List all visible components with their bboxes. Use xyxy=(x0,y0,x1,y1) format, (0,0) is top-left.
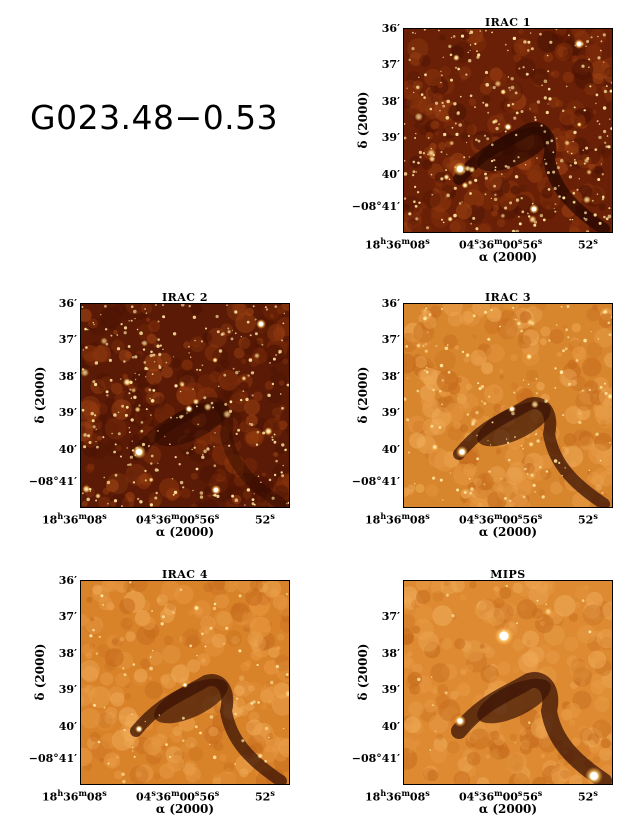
y-tick-label: 40′ xyxy=(58,720,77,733)
y-tick-label: 37′ xyxy=(58,333,77,346)
x-tick-label: 18h36m08s xyxy=(42,511,107,527)
y-axis-label: δ (2000) xyxy=(356,91,370,149)
panel-mips: MIPS 37′ 38′ 39′ 40′ −08°41′ δ (2000) 18h36m08s… xyxy=(352,568,613,825)
y-tick-label: 37′ xyxy=(58,610,77,623)
y-tick-label: −08°41′ xyxy=(351,475,400,488)
x-tick-label: 18h36m08s xyxy=(365,788,430,804)
sky-image xyxy=(403,303,613,508)
x-tick-label: 18h36m08s xyxy=(42,788,107,804)
x-tick-label: 04s36m00s56s xyxy=(136,788,220,804)
x-tick-label: 18h36m08s xyxy=(365,511,430,527)
sky-image xyxy=(80,303,290,508)
y-tick-label: −08°41′ xyxy=(351,752,400,765)
y-tick-label: 37′ xyxy=(381,610,400,623)
x-tick-label: 04s36m00s56s xyxy=(136,511,220,527)
x-axis-label: α (2000) xyxy=(155,525,215,539)
y-tick-label: 38′ xyxy=(381,95,400,108)
y-tick-label: 36′ xyxy=(58,297,77,310)
y-tick-label: 39′ xyxy=(381,406,400,419)
y-tick-label: 39′ xyxy=(381,131,400,144)
y-tick-label: 38′ xyxy=(58,370,77,383)
x-axis-label: α (2000) xyxy=(478,250,538,264)
x-axis-label: α (2000) xyxy=(155,802,215,816)
y-axis-label: δ (2000) xyxy=(356,366,370,424)
y-tick-label: 38′ xyxy=(58,647,77,660)
panel-title: IRAC 2 xyxy=(161,291,209,304)
y-tick-label: 38′ xyxy=(381,370,400,383)
x-tick-label: 52s xyxy=(578,511,598,527)
x-tick-label: 04s36m00s56s xyxy=(459,511,543,527)
sky-image xyxy=(80,580,290,785)
panel-title: MIPS xyxy=(490,568,526,581)
x-tick-label: 04s36m00s56s xyxy=(459,788,543,804)
y-tick-label: 40′ xyxy=(381,168,400,181)
panel-irac-1: IRAC 1 36′ 37′ 38′ 39′ 40′ −08°41′ δ (2000) 18h3… xyxy=(352,16,613,273)
y-axis-label: δ (2000) xyxy=(33,366,47,424)
panel-title: IRAC 3 xyxy=(484,291,532,304)
x-tick-label: 52s xyxy=(255,511,275,527)
panel-irac-2: IRAC 2 36′ 37′ 38′ 39′ 40′ −08°41′ δ (2000) 18h3… xyxy=(29,291,290,548)
x-axis-label: α (2000) xyxy=(478,525,538,539)
y-tick-label: 36′ xyxy=(381,297,400,310)
sky-image xyxy=(403,580,613,785)
y-tick-label: 37′ xyxy=(381,333,400,346)
y-tick-label: 39′ xyxy=(58,406,77,419)
x-tick-label: 52s xyxy=(578,236,598,252)
x-tick-label: 52s xyxy=(255,788,275,804)
sky-image xyxy=(403,28,613,233)
panel-title: IRAC 1 xyxy=(484,16,532,29)
panel-irac-4: IRAC 4 36′ 37′ 38′ 39′ 40′ −08°41′ δ (2000) 18h3… xyxy=(29,568,290,825)
y-tick-label: −08°41′ xyxy=(28,752,77,765)
panel-title: IRAC 4 xyxy=(161,568,209,581)
y-tick-label: 39′ xyxy=(381,683,400,696)
y-tick-label: 39′ xyxy=(58,683,77,696)
panel-irac-3: IRAC 3 36′ 37′ 38′ 39′ 40′ −08°41′ δ (2000) 18h3… xyxy=(352,291,613,548)
x-tick-label: 18h36m08s xyxy=(365,236,430,252)
y-tick-label: 36′ xyxy=(58,574,77,587)
y-tick-label: −08°41′ xyxy=(28,475,77,488)
figure-title: G023.48−0.53 xyxy=(30,98,279,137)
x-axis-label: α (2000) xyxy=(478,802,538,816)
x-tick-label: 04s36m00s56s xyxy=(459,236,543,252)
x-tick-label: 52s xyxy=(578,788,598,804)
y-tick-label: 40′ xyxy=(381,720,400,733)
y-tick-label: 36′ xyxy=(381,22,400,35)
y-tick-label: 37′ xyxy=(381,58,400,71)
y-tick-label: 38′ xyxy=(381,647,400,660)
y-axis-label: δ (2000) xyxy=(356,643,370,701)
y-axis-label: δ (2000) xyxy=(33,643,47,701)
y-tick-label: 40′ xyxy=(58,443,77,456)
y-tick-label: 40′ xyxy=(381,443,400,456)
y-tick-label: −08°41′ xyxy=(351,200,400,213)
